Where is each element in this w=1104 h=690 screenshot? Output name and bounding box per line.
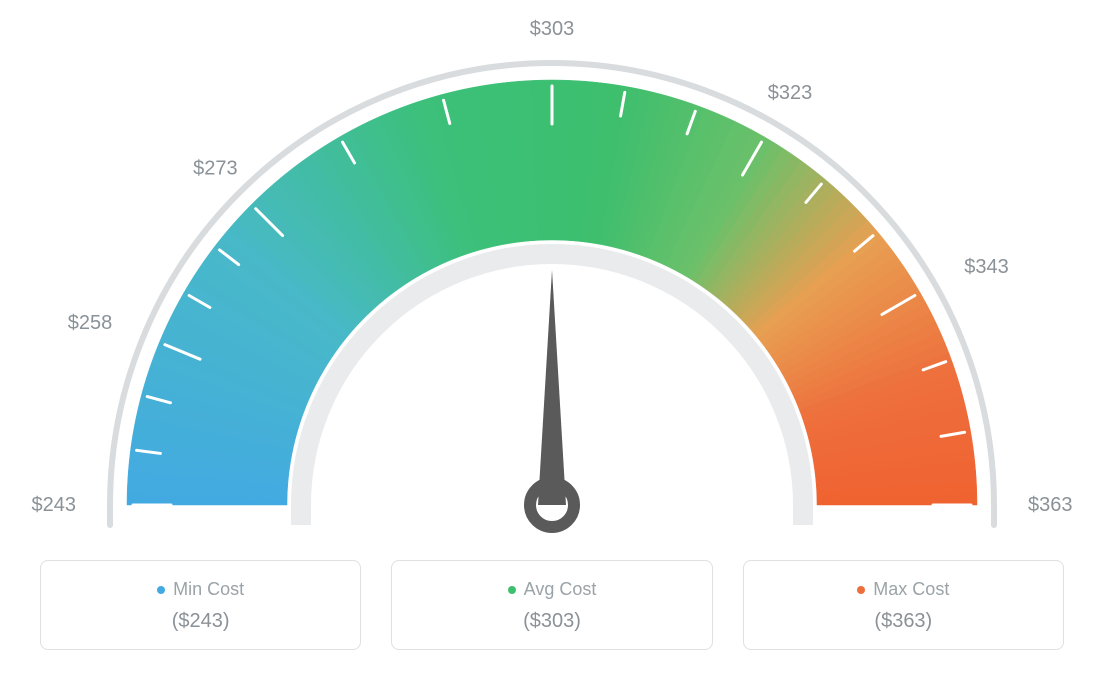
tick-label: $243 <box>32 494 77 516</box>
legend-max-value: ($363) <box>744 610 1063 633</box>
legend-card-avg: Avg Cost ($303) <box>391 560 712 650</box>
legend-avg-value: ($303) <box>392 610 711 633</box>
legend-label-min: Min Cost <box>157 579 244 600</box>
legend-label-max: Max Cost <box>857 579 949 600</box>
tick-label: $273 <box>193 157 238 179</box>
gauge-svg: $243 $258 $273 $303 $323 $343 $363 <box>0 0 1104 540</box>
tick-label: $258 <box>68 312 113 334</box>
legend-card-min: Min Cost ($243) <box>40 560 361 650</box>
legend-min-text: Min Cost <box>173 579 244 600</box>
tick-label: $323 <box>768 82 813 104</box>
dot-icon <box>508 586 516 594</box>
needle <box>538 270 566 505</box>
tick-label: $343 <box>964 256 1009 278</box>
dot-icon <box>157 586 165 594</box>
legend-min-value: ($243) <box>41 610 360 633</box>
legend-row: Min Cost ($243) Avg Cost ($303) Max Cost… <box>0 540 1104 650</box>
tick-label: $363 <box>1028 494 1073 516</box>
legend-max-text: Max Cost <box>873 579 949 600</box>
legend-label-avg: Avg Cost <box>508 579 597 600</box>
legend-card-max: Max Cost ($363) <box>743 560 1064 650</box>
gauge-chart: $243 $258 $273 $303 $323 $343 $363 <box>0 0 1104 540</box>
legend-avg-text: Avg Cost <box>524 579 597 600</box>
dot-icon <box>857 586 865 594</box>
tick-label: $303 <box>530 18 575 40</box>
